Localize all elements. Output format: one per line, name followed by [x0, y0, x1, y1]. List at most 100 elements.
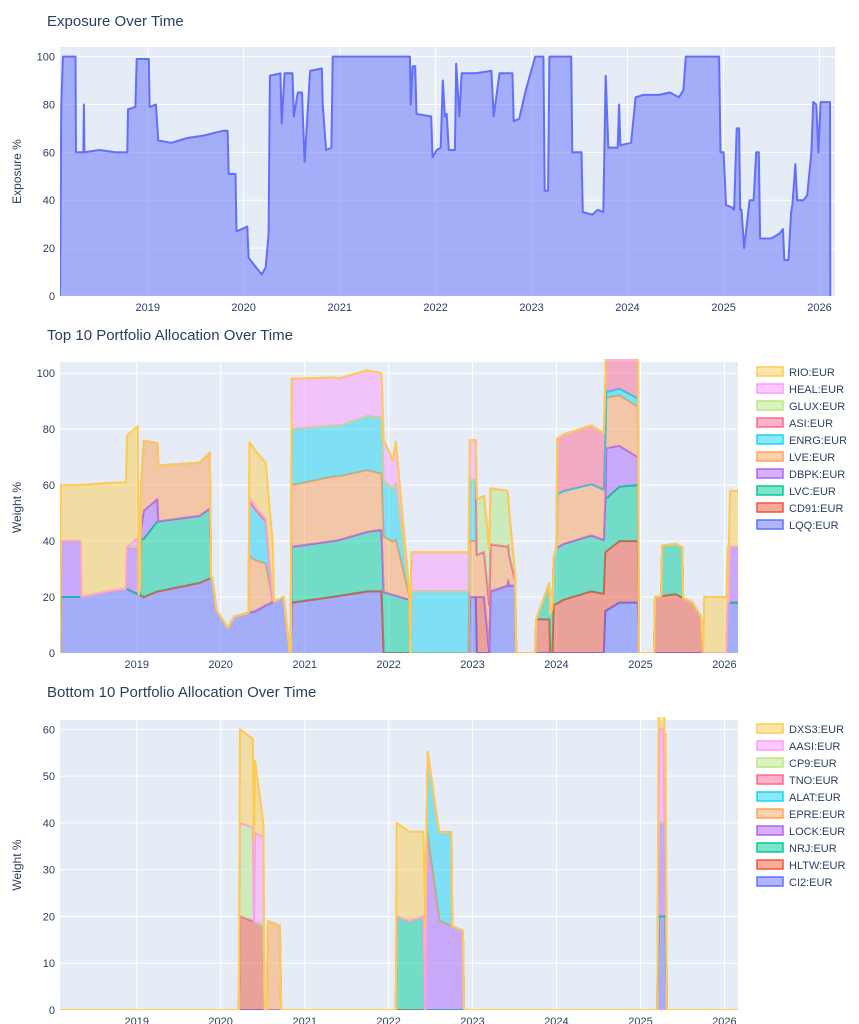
legend-item-rio[interactable]: RIO:EUR [756, 366, 835, 379]
bottom10-y-tick-label: 0 [49, 1005, 55, 1017]
top10-x-tick-label: 2023 [460, 659, 484, 671]
legend-item-asi[interactable]: ASI:EUR [756, 417, 833, 430]
legend-label: HLTW:EUR [789, 860, 845, 872]
bottom10-area-nrj [60, 916, 738, 1010]
legend-item-lve[interactable]: LVE:EUR [756, 451, 835, 464]
legend-label: LVE:EUR [789, 452, 835, 464]
bottom10-x-tick-label: 2021 [293, 1016, 317, 1024]
legend-item-tno[interactable]: TNO:EUR [756, 774, 839, 787]
legend-label: LQQ:EUR [789, 520, 839, 532]
top10-area-cd91 [60, 541, 738, 653]
legend-item-cp9[interactable]: CP9:EUR [756, 757, 837, 770]
bottom10-y-tick-label: 40 [43, 818, 55, 830]
legend-item-glux[interactable]: GLUX:EUR [756, 400, 845, 413]
top10-y-tick-label: 0 [49, 648, 55, 660]
legend-swatch [756, 859, 784, 870]
top10-x-tick-label: 2026 [712, 659, 736, 671]
exposure-x-tick-label: 2025 [711, 302, 735, 314]
legend-swatch [756, 740, 784, 751]
legend-label: ALAT:EUR [789, 792, 841, 804]
exposure-chart-title: Exposure Over Time [47, 13, 184, 30]
legend-item-dxs3[interactable]: DXS3:EUR [756, 723, 844, 736]
legend-label: CP9:EUR [789, 758, 837, 770]
legend-item-enrg[interactable]: ENRG:EUR [756, 434, 847, 447]
exposure-y-tick-label: 40 [43, 195, 55, 207]
bottom10-y-tick-label: 50 [43, 771, 55, 783]
legend-label: LVC:EUR [789, 486, 836, 498]
exposure-y-tick-label: 100 [37, 52, 55, 64]
bottom10-chart-title: Bottom 10 Portfolio Allocation Over Time [47, 684, 317, 701]
top10-x-tick-label: 2025 [628, 659, 652, 671]
top10-x-tick-label: 2019 [125, 659, 149, 671]
legend-swatch [756, 366, 784, 377]
legend-swatch [756, 451, 784, 462]
legend-item-nrj[interactable]: NRJ:EUR [756, 842, 837, 855]
top10-chart-title: Top 10 Portfolio Allocation Over Time [47, 327, 293, 344]
exposure-y-tick-label: 80 [43, 99, 55, 111]
legend-label: CI2:EUR [789, 877, 832, 889]
exposure-x-tick-label: 2023 [519, 302, 543, 314]
top10-x-tick-label: 2020 [208, 659, 232, 671]
top10-y-tick-label: 20 [43, 592, 55, 604]
exposure-y-tick-label: 0 [49, 291, 55, 303]
bottom10-y-axis-label: Weight % [10, 839, 24, 890]
legend-item-cd91[interactable]: CD91:EUR [756, 502, 843, 515]
legend-item-lqq[interactable]: LQQ:EUR [756, 519, 839, 532]
legend-item-aasi[interactable]: AASI:EUR [756, 740, 840, 753]
legend-swatch [756, 876, 784, 887]
bottom10-x-tick-label: 2019 [125, 1016, 149, 1024]
legend-item-lvc[interactable]: LVC:EUR [756, 485, 836, 498]
bottom10-line-dxs3 [60, 717, 738, 1010]
exposure-y-axis-label: Exposure % [10, 139, 24, 204]
exposure-x-tick-label: 2021 [328, 302, 352, 314]
legend-label: LOCK:EUR [789, 826, 845, 838]
top10-y-tick-label: 100 [37, 368, 55, 380]
legend-item-dbpk[interactable]: DBPK:EUR [756, 468, 845, 481]
legend-label: NRJ:EUR [789, 843, 837, 855]
legend-swatch [756, 434, 784, 445]
legend-item-ci2[interactable]: CI2:EUR [756, 876, 832, 889]
top10-area-lvc [60, 485, 738, 653]
bottom10-allocation-chart: 0 10 20 30 40 50 60 2019 2020 2021 2022 2023 2024 202… [10, 717, 845, 1024]
bottom10-y-tick-label: 30 [43, 865, 55, 877]
bottom10-x-tick-label: 2023 [460, 1016, 484, 1024]
exposure-x-tick-label: 2024 [615, 302, 639, 314]
bottom10-y-tick-label: 10 [43, 958, 55, 970]
legend-swatch [756, 485, 784, 496]
legend-item-heal[interactable]: HEAL:EUR [756, 383, 844, 396]
legend-swatch [756, 468, 784, 479]
legend-swatch [756, 842, 784, 853]
legend-swatch [756, 757, 784, 768]
bottom10-x-tick-label: 2024 [544, 1016, 568, 1024]
legend-swatch [756, 383, 784, 394]
legend-swatch [756, 519, 784, 530]
top10-area-lqq [60, 577, 738, 653]
top10-area-lve [60, 395, 738, 653]
legend-item-hltw[interactable]: HLTW:EUR [756, 859, 845, 872]
legend-label: DXS3:EUR [789, 724, 844, 736]
legend-swatch [756, 502, 784, 513]
legend-label: HEAL:EUR [789, 384, 844, 396]
bottom10-y-tick-label: 60 [43, 724, 55, 736]
legend-swatch [756, 417, 784, 428]
top10-x-tick-label: 2021 [293, 659, 317, 671]
legend-item-epre[interactable]: EPRE:EUR [756, 808, 845, 821]
legend-label: ENRG:EUR [789, 435, 847, 447]
bottom10-x-tick-label: 2022 [376, 1016, 400, 1024]
exposure-x-tick-label: 2022 [423, 302, 447, 314]
exposure-line [60, 55, 832, 296]
legend-swatch [756, 808, 784, 819]
exposure-area [60, 56, 831, 296]
top10-area-heal [60, 359, 738, 653]
exposure-y-tick-label: 60 [43, 147, 55, 159]
bottom10-x-tick-label: 2026 [712, 1016, 736, 1024]
legend-item-alat[interactable]: ALAT:EUR [756, 791, 841, 804]
legend-label: ASI:EUR [789, 418, 833, 430]
top10-line-rio [60, 359, 738, 653]
top10-y-tick-label: 80 [43, 424, 55, 436]
top10-allocation-chart: 0 20 40 60 80 100 2019 2020 2021 2022 2023 2024 2025… [10, 359, 847, 671]
exposure-chart: 0 20 40 60 80 100 2019 2020 2021 2022 2023 2024 2025… [10, 47, 835, 314]
legend-item-lock[interactable]: LOCK:EUR [756, 825, 845, 838]
bottom10-area-dxs3 [60, 717, 738, 1010]
